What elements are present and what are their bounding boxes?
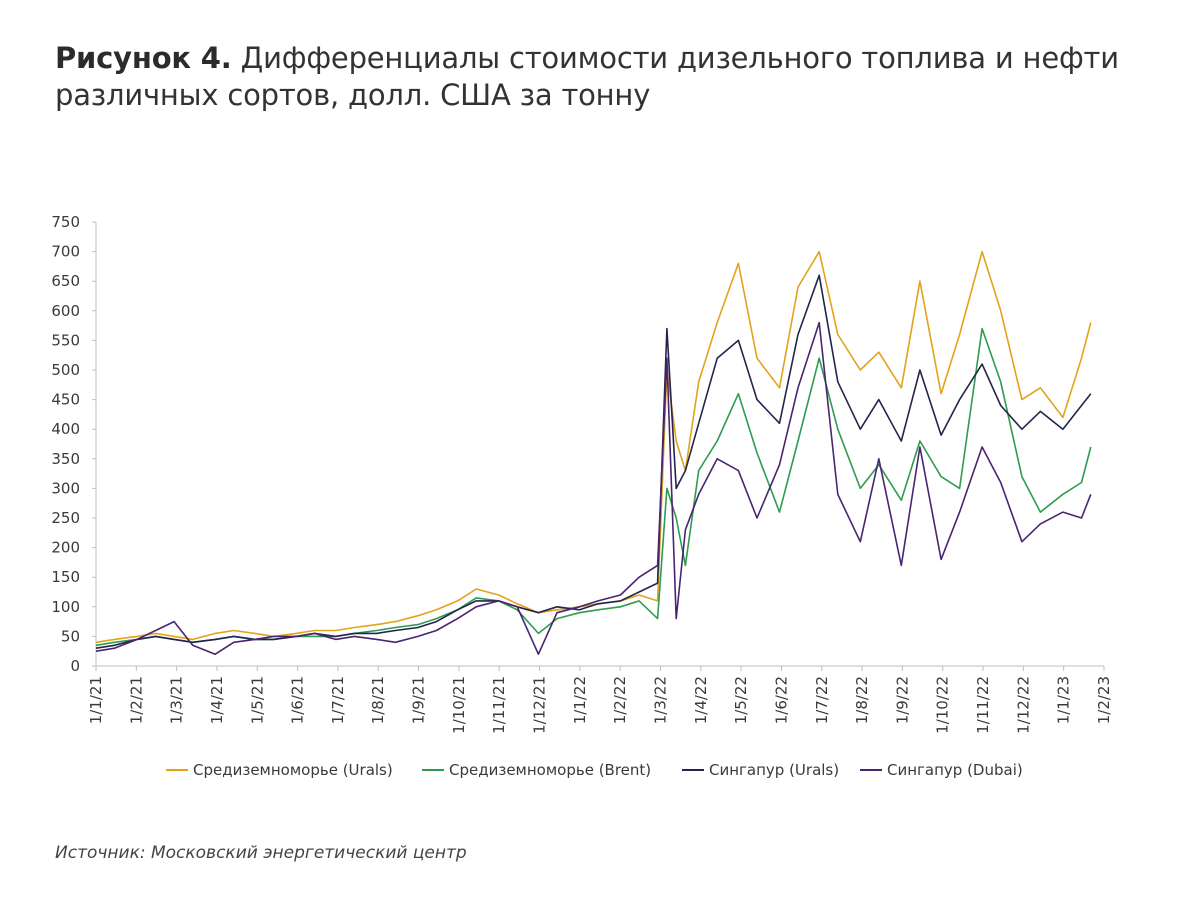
legend-label-4: Сингапур (Dubai) xyxy=(887,761,1023,779)
x-tick-label: 1/5/21 xyxy=(248,676,266,724)
y-tick-label: 400 xyxy=(51,420,80,438)
x-tick-label: 1/8/22 xyxy=(853,676,871,724)
x-tick-label: 1/5/22 xyxy=(732,676,750,724)
legend-label-3: Сингапур (Urals) xyxy=(709,761,839,779)
x-tick-label: 1/9/22 xyxy=(893,676,911,724)
x-tick-label: 1/2/22 xyxy=(611,676,629,724)
x-tick-label: 1/1/23 xyxy=(1055,676,1073,724)
y-tick-label: 0 xyxy=(70,657,80,675)
y-tick-label: 200 xyxy=(51,539,80,557)
x-tick-label: 1/11/22 xyxy=(974,676,992,734)
series-line-3 xyxy=(95,274,1092,649)
legend-label-1: Средиземноморье (Urals) xyxy=(193,761,393,779)
x-tick-label: 1/2/21 xyxy=(127,676,145,724)
x-tick-label: 1/6/21 xyxy=(289,676,307,724)
x-tick-label: 1/3/21 xyxy=(168,676,186,724)
y-tick-label: 150 xyxy=(51,568,80,586)
source-note: Источник: Московский энергетический цент… xyxy=(55,843,467,863)
x-tick-label: 1/6/22 xyxy=(772,676,790,724)
y-tick-label: 500 xyxy=(51,361,80,379)
chart-title: Рисунок 4. Дифференциалы стоимости дизел… xyxy=(55,40,1165,114)
y-tick-label: 50 xyxy=(61,627,80,645)
x-tick-label: 1/7/22 xyxy=(813,676,831,724)
figure-label: Рисунок 4. xyxy=(55,41,232,75)
x-tick-label: 1/1/22 xyxy=(571,676,589,724)
series-line-2 xyxy=(95,327,1092,647)
x-tick-label: 1/12/22 xyxy=(1014,676,1032,734)
x-tick-label: 1/4/22 xyxy=(692,676,710,724)
x-tick-label: 1/10/22 xyxy=(934,676,952,734)
x-tick-label: 1/2/23 xyxy=(1095,676,1113,724)
y-tick-label: 100 xyxy=(51,598,80,616)
y-tick-label: 650 xyxy=(51,272,80,290)
x-tick-label: 1/8/21 xyxy=(369,676,387,724)
x-tick-label: 1/10/21 xyxy=(450,676,468,734)
y-tick-label: 300 xyxy=(51,479,80,497)
x-tick-label: 1/1/21 xyxy=(87,676,105,724)
series-line-4 xyxy=(95,321,1092,655)
x-tick-label: 1/3/22 xyxy=(651,676,669,724)
series-line-1 xyxy=(95,250,1092,644)
y-tick-label: 550 xyxy=(51,331,80,349)
x-tick-label: 1/7/21 xyxy=(329,676,347,724)
y-tick-label: 450 xyxy=(51,391,80,409)
x-tick-label: 1/4/21 xyxy=(208,676,226,724)
y-tick-label: 250 xyxy=(51,509,80,527)
y-tick-label: 750 xyxy=(51,213,80,231)
y-tick-label: 350 xyxy=(51,450,80,468)
x-tick-label: 1/12/21 xyxy=(531,676,549,734)
y-tick-label: 700 xyxy=(51,243,80,261)
legend-label-2: Средиземноморье (Brent) xyxy=(449,761,651,779)
y-tick-label: 600 xyxy=(51,302,80,320)
x-tick-label: 1/11/21 xyxy=(490,676,508,734)
figure-title-text: Дифференциалы стоимости дизельного топли… xyxy=(55,41,1119,112)
x-tick-label: 1/9/21 xyxy=(410,676,428,724)
